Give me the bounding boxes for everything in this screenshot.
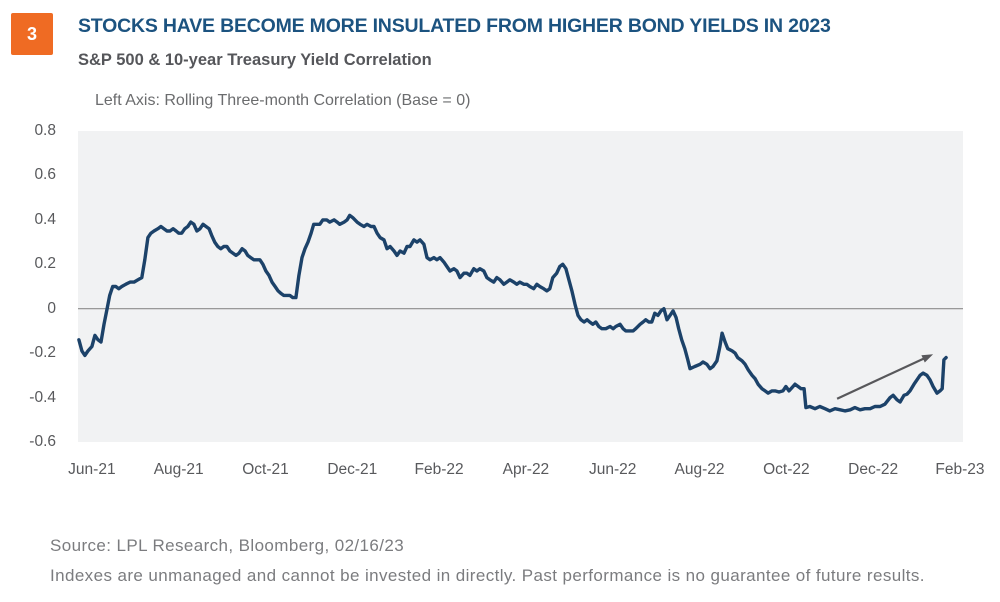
y-tick-label: 0.4 (34, 210, 56, 228)
x-tick-label: Oct-21 (242, 461, 289, 478)
correlation-line (77, 213, 948, 413)
plot-area (77, 131, 963, 442)
x-tick-label: Aug-21 (153, 461, 204, 478)
footer: Source: LPL Research, Bloomberg, 02/16/2… (50, 531, 980, 591)
x-tick-label: Oct-22 (763, 461, 810, 478)
x-tick-label: Aug-22 (674, 461, 725, 478)
disclaimer-text: Indexes are unmanaged and cannot be inve… (50, 566, 925, 585)
x-tick-label: Feb-23 (935, 461, 985, 478)
left-axis-note: Left Axis: Rolling Three-month Correlati… (95, 92, 471, 109)
source-text: Source: LPL Research, Bloomberg, 02/16/2… (50, 536, 405, 555)
y-tick-label: -0.6 (29, 433, 56, 450)
y-tick-label: -0.4 (29, 388, 56, 406)
x-tick-label: Dec-21 (327, 461, 378, 478)
x-tick-label: Jun-22 (589, 461, 637, 478)
x-tick-label: Apr-22 (502, 461, 550, 478)
y-tick-label: 0.6 (34, 166, 56, 184)
y-tick-label: -0.2 (29, 344, 56, 362)
trend-arrow-shaft (836, 356, 927, 400)
y-tick-label: 0.2 (34, 255, 56, 273)
x-tick-label: Jun-21 (68, 461, 116, 478)
y-tick-label: 0 (47, 299, 56, 317)
figure-number-badge: 3 (11, 13, 53, 55)
x-tick-label: Feb-22 (414, 461, 464, 478)
trend-arrow-head (921, 354, 934, 363)
x-tick-label: Dec-22 (848, 461, 899, 478)
y-tick-label: 0.8 (34, 122, 56, 139)
correlation-line-chart (77, 213, 963, 413)
chart-subtitle: S&P 500 & 10-year Treasury Yield Correla… (78, 51, 432, 69)
chart-title: STOCKS HAVE BECOME MORE INSULATED FROM H… (78, 15, 831, 37)
